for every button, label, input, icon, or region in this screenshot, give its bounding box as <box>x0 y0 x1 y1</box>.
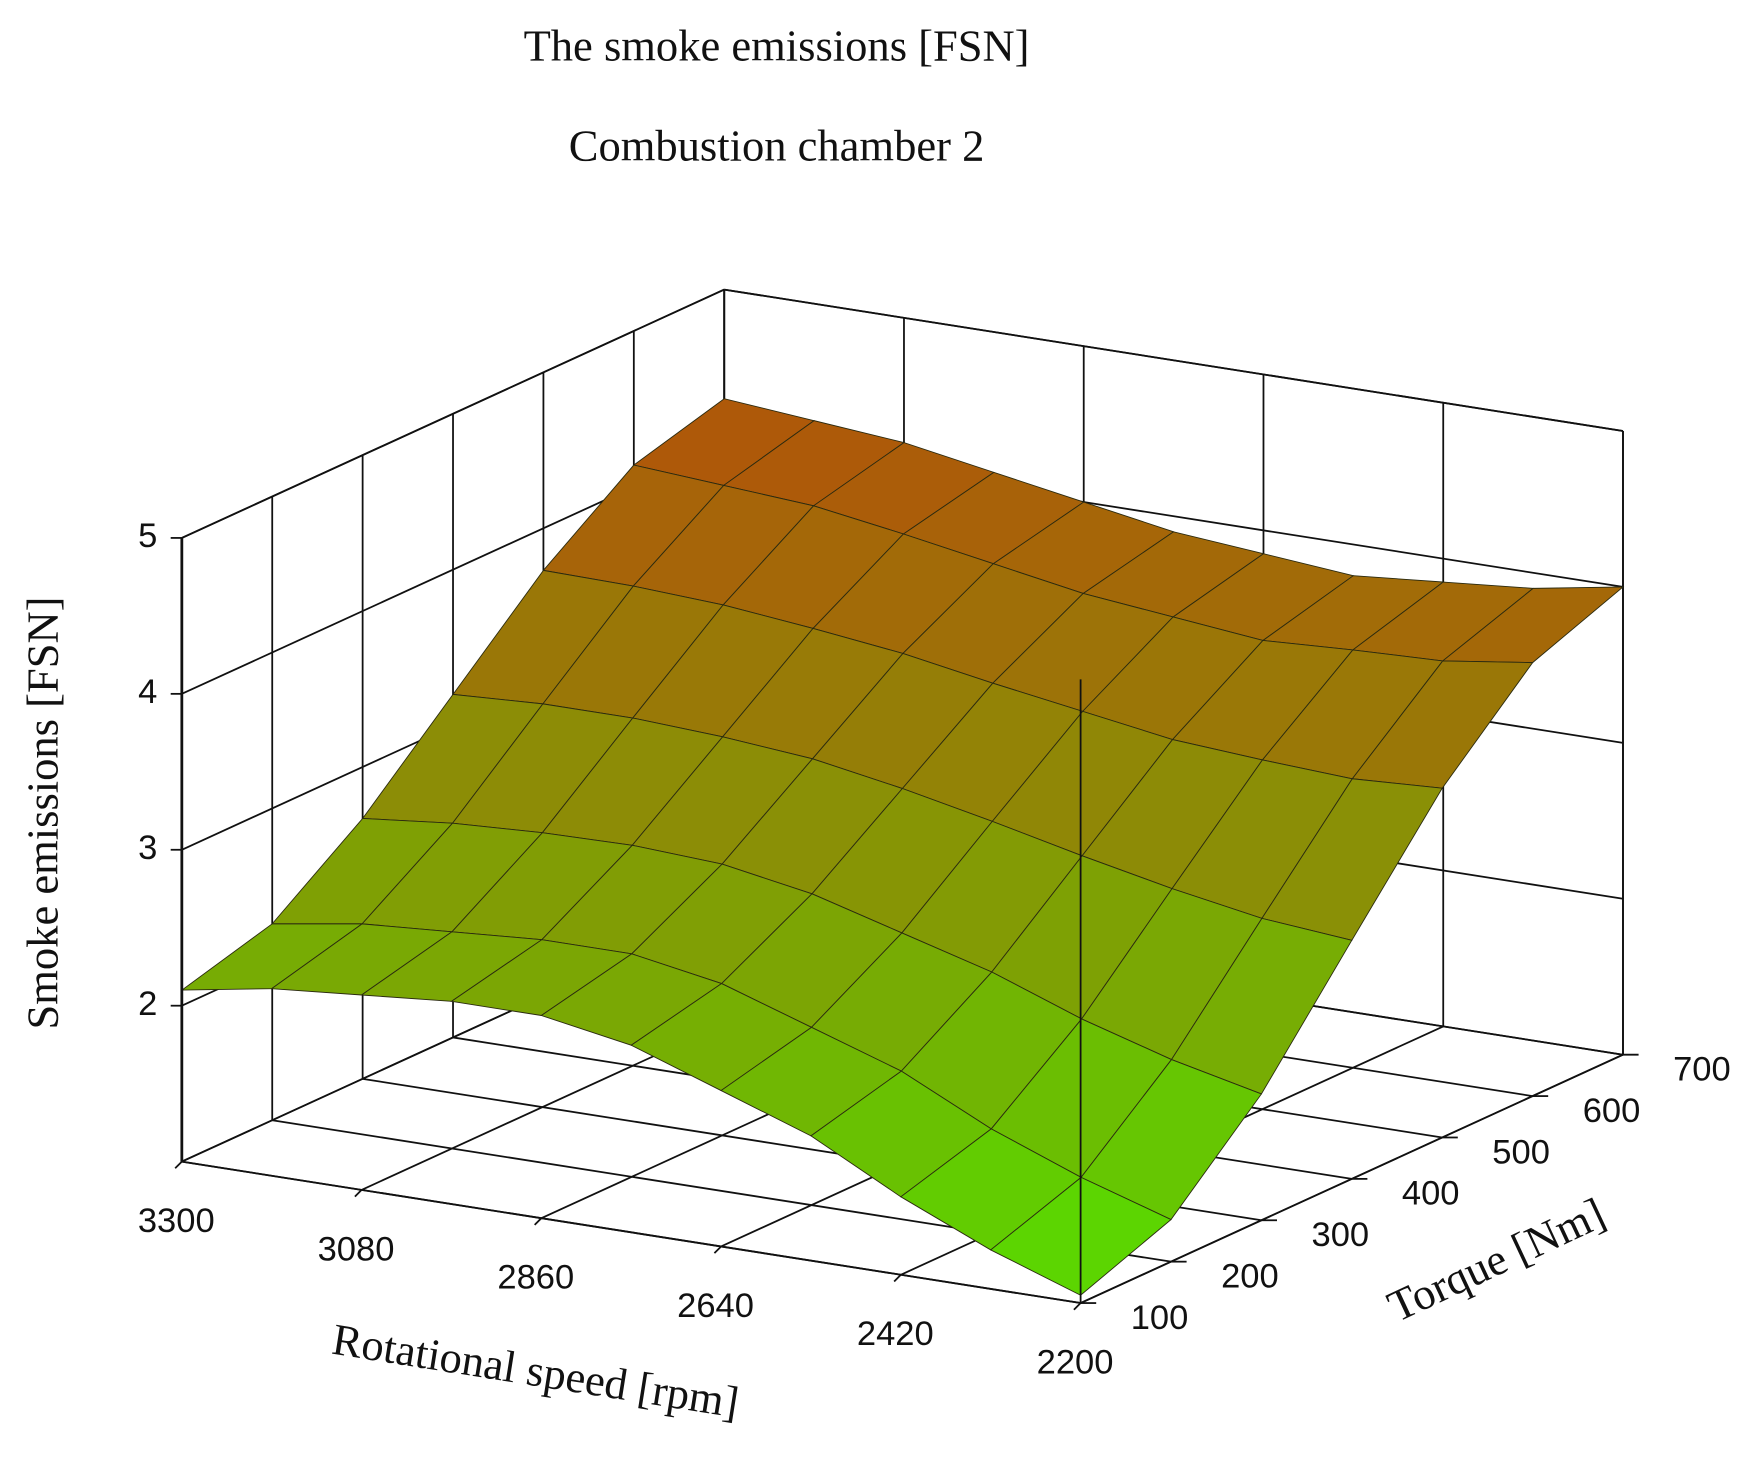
z-tick-label: 2 <box>138 985 157 1023</box>
chart-title: The smoke emissions [FSN] <box>524 20 1030 70</box>
axes-front: 3300 3080 2860 2640 2420 2200 100 200 300 400 500 6… <box>138 517 1731 1381</box>
z-tick-label: 3 <box>138 829 157 867</box>
z-tick-label: 5 <box>138 517 157 555</box>
y-tick-label: 200 <box>1221 1257 1279 1295</box>
y-tick-label: 700 <box>1673 1051 1731 1089</box>
box-edge <box>181 1160 1081 1304</box>
tick-mark <box>1073 1302 1082 1311</box>
tick-mark <box>174 1160 183 1169</box>
grid-line <box>724 288 1624 432</box>
z-axis-title: Smoke emissions [FSN] <box>17 597 67 1030</box>
tick-mark <box>713 1245 722 1254</box>
y-tick-label: 500 <box>1492 1133 1550 1171</box>
z-tick-label: 4 <box>138 673 157 711</box>
x-axis-title: Rotational speed [rpm] <box>329 1314 742 1428</box>
surface <box>180 398 1625 1296</box>
x-tick-label: 2420 <box>857 1315 934 1353</box>
grid-line <box>181 288 725 539</box>
tick-mark <box>354 1189 363 1198</box>
y-tick-label: 100 <box>1131 1299 1189 1337</box>
x-tick-label: 2640 <box>677 1287 754 1325</box>
x-tick-label: 2200 <box>1037 1343 1114 1381</box>
y-tick-label: 600 <box>1583 1092 1641 1130</box>
x-tick-label: 3300 <box>138 1202 215 1240</box>
tick-mark <box>534 1217 542 1226</box>
x-tick-label: 2860 <box>497 1259 574 1297</box>
x-tick-label: 3080 <box>318 1230 395 1268</box>
chart-subtitle: Combustion chamber 2 <box>569 121 985 171</box>
y-tick-label: 300 <box>1312 1216 1370 1254</box>
tick-mark <box>893 1274 902 1283</box>
y-tick-label: 400 <box>1402 1175 1460 1213</box>
